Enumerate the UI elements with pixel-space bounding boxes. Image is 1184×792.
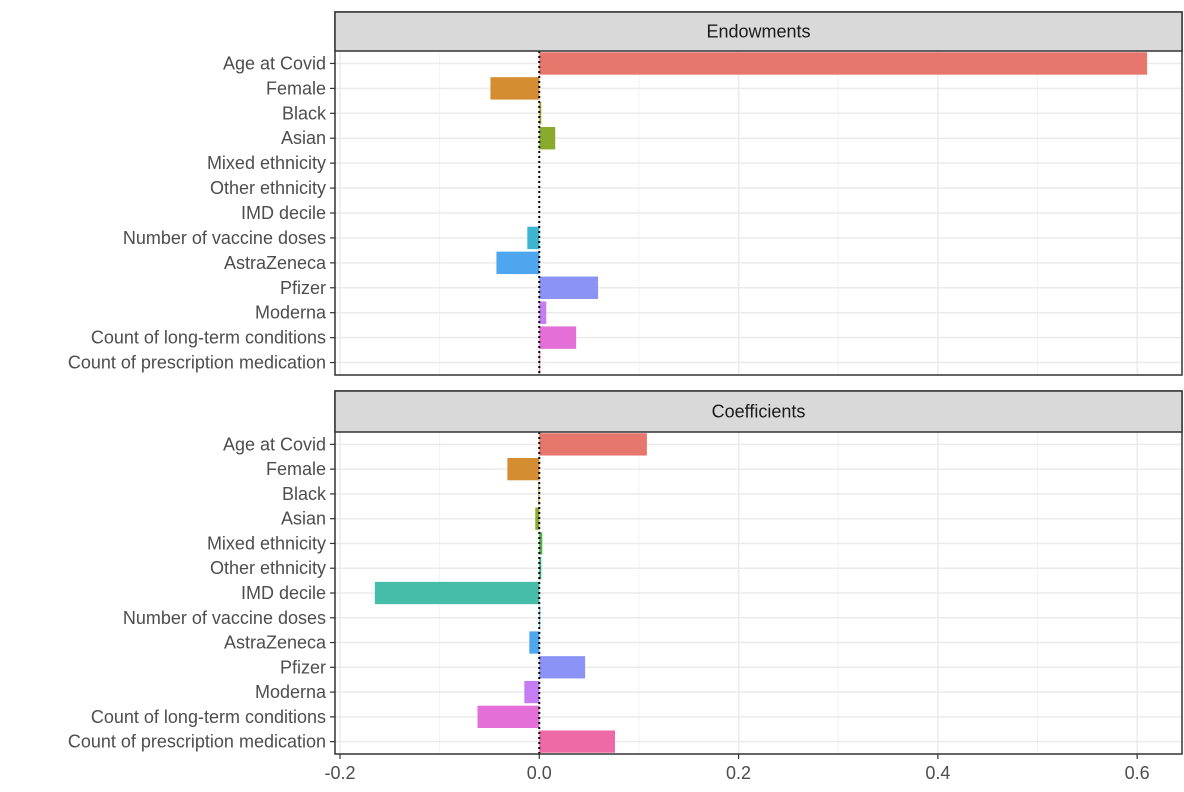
- y-tick-label: Count of prescription medication: [68, 353, 326, 373]
- y-tick-label: Other ethnicity: [210, 178, 326, 198]
- y-tick-label: IMD decile: [241, 203, 326, 223]
- chart-panels: Endowments Age at Covid Female Black Asian Mi…: [68, 11, 1183, 755]
- facet-panel-coefficients: Coefficients Age at Covid Female Black Asian…: [68, 390, 1183, 755]
- y-tick-label: Moderna: [255, 303, 327, 323]
- bar-mixed-ethnicity: [539, 532, 543, 555]
- y-tick-label: Black: [282, 103, 327, 123]
- y-tick-label: Number of vaccine doses: [123, 228, 326, 248]
- bar-moderna: [539, 301, 547, 324]
- bar-number-of-vaccine-doses: [527, 226, 540, 250]
- y-tick-label: Moderna: [255, 682, 327, 702]
- y-tick-label: Count of long-term conditions: [91, 328, 326, 348]
- y-tick-label: Asian: [281, 128, 326, 148]
- bar-asian: [535, 507, 540, 530]
- bar-count-of-long-term-conditions: [539, 326, 577, 349]
- y-tick-label: Other ethnicity: [210, 558, 326, 578]
- x-tick-label: 0.0: [527, 763, 552, 783]
- bar-age-at-covid: [539, 433, 647, 456]
- y-tick-label: Pfizer: [280, 278, 326, 298]
- y-tick-label: AstraZeneca: [224, 633, 327, 653]
- y-tick-label: Mixed ethnicity: [207, 153, 326, 173]
- bar-black: [539, 102, 542, 125]
- y-tick-label: IMD decile: [241, 583, 326, 603]
- facet-strip-label: Coefficients: [712, 402, 806, 422]
- y-tick-label: Mixed ethnicity: [207, 533, 326, 553]
- y-tick-label: Pfizer: [280, 657, 326, 677]
- bar-female: [490, 77, 540, 100]
- x-tick-label: 0.6: [1125, 763, 1150, 783]
- y-tick-label: Age at Covid: [223, 53, 326, 73]
- x-tick-label: 0.4: [925, 763, 950, 783]
- bar-count-of-prescription-medication: [539, 730, 616, 753]
- y-tick-label: Count of prescription medication: [68, 732, 326, 752]
- bar-count-of-long-term-conditions: [477, 705, 540, 728]
- y-tick-label: Female: [266, 459, 326, 479]
- y-tick-label: Age at Covid: [223, 434, 326, 454]
- bar-astrazeneca: [529, 631, 540, 654]
- bar-pfizer: [539, 656, 586, 679]
- bar-age-at-covid: [539, 52, 1148, 75]
- y-tick-label: Asian: [281, 509, 326, 529]
- y-tick-label: Female: [266, 78, 326, 98]
- y-tick-label: Black: [282, 484, 327, 504]
- x-axis: -0.2 0.0 0.2 0.4 0.6: [324, 754, 1150, 783]
- y-tick-label: AstraZeneca: [224, 253, 327, 273]
- bar-asian: [539, 127, 556, 150]
- facet-strip: [334, 390, 1183, 433]
- bar-astrazeneca: [496, 251, 540, 275]
- facet-strip-label: Endowments: [706, 22, 810, 42]
- bar-imd-decile: [374, 581, 540, 605]
- bar-moderna: [524, 680, 540, 704]
- facet-strip: [334, 11, 1183, 52]
- x-tick-label: -0.2: [324, 763, 355, 783]
- y-tick-label: Number of vaccine doses: [123, 608, 326, 628]
- bar-female: [507, 458, 540, 481]
- bar-pfizer: [539, 276, 599, 299]
- y-tick-label: Count of long-term conditions: [91, 707, 326, 727]
- x-tick-label: 0.2: [726, 763, 751, 783]
- facet-panel-endowments: Endowments Age at Covid Female Black Asian Mi…: [68, 11, 1183, 376]
